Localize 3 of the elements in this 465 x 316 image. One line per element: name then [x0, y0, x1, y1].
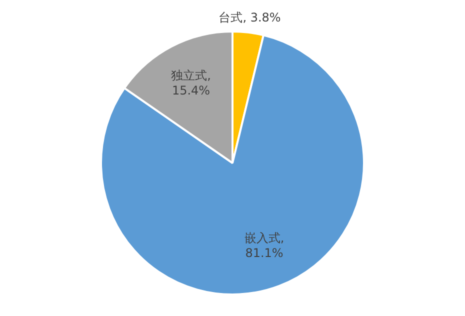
slice-label: 嵌入式, 81.1% [244, 231, 284, 260]
slice-label: 台式, 3.8% [218, 10, 281, 25]
slice-label: 独立式, 15.4% [171, 68, 211, 98]
